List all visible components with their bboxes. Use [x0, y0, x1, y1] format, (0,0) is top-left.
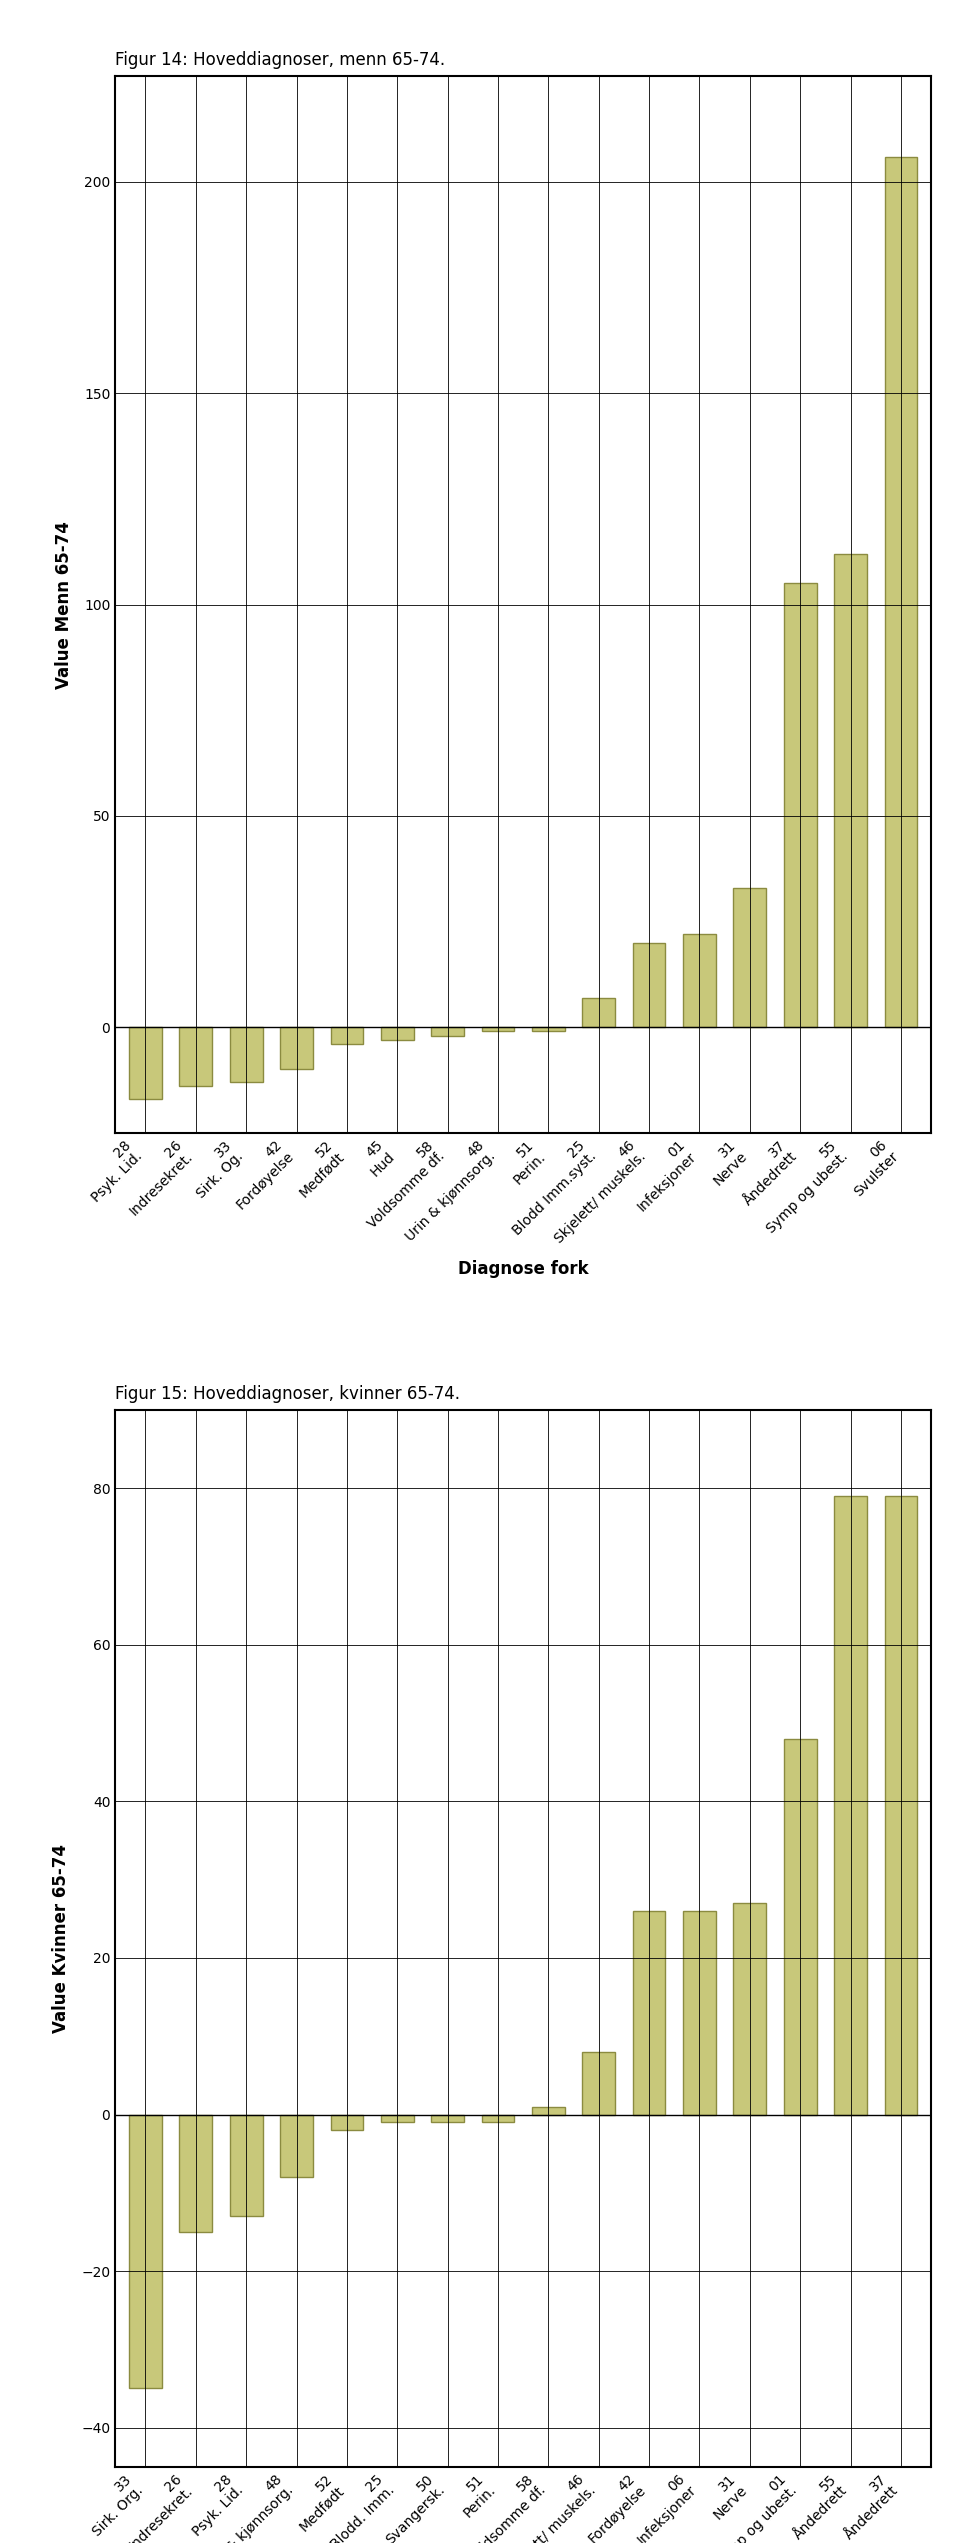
- Y-axis label: Value Kvinner 65-74: Value Kvinner 65-74: [52, 1844, 70, 2032]
- Bar: [280, 1027, 313, 1071]
- Bar: [129, 1027, 162, 1099]
- Bar: [180, 2116, 212, 2233]
- Y-axis label: Value Menn 65-74: Value Menn 65-74: [55, 521, 73, 689]
- Bar: [330, 1027, 363, 1045]
- Bar: [431, 1027, 464, 1035]
- Bar: [280, 2116, 313, 2177]
- Bar: [330, 2116, 363, 2131]
- Bar: [884, 158, 918, 1027]
- Text: Figur 15: Hoveddiagnoser, kvinner 65-74.: Figur 15: Hoveddiagnoser, kvinner 65-74.: [115, 1386, 460, 1404]
- Bar: [532, 1027, 564, 1032]
- Bar: [482, 1027, 515, 1032]
- Bar: [884, 1495, 918, 2116]
- X-axis label: Diagnose fork: Diagnose fork: [458, 1259, 588, 1277]
- Bar: [381, 1027, 414, 1040]
- Bar: [784, 1739, 817, 2116]
- Bar: [784, 582, 817, 1027]
- Bar: [229, 1027, 262, 1083]
- Bar: [733, 1902, 766, 2116]
- Bar: [733, 888, 766, 1027]
- Bar: [583, 2052, 615, 2116]
- Bar: [684, 933, 716, 1027]
- Bar: [381, 2116, 414, 2123]
- Bar: [532, 2106, 564, 2116]
- Bar: [684, 1910, 716, 2116]
- Bar: [431, 2116, 464, 2123]
- Bar: [834, 554, 867, 1027]
- Bar: [583, 997, 615, 1027]
- Bar: [834, 1495, 867, 2116]
- Bar: [633, 1910, 665, 2116]
- Bar: [180, 1027, 212, 1086]
- Bar: [633, 943, 665, 1027]
- Bar: [482, 2116, 515, 2123]
- Text: Figur 14: Hoveddiagnoser, menn 65-74.: Figur 14: Hoveddiagnoser, menn 65-74.: [115, 51, 445, 69]
- Bar: [229, 2116, 262, 2217]
- Bar: [129, 2116, 162, 2388]
